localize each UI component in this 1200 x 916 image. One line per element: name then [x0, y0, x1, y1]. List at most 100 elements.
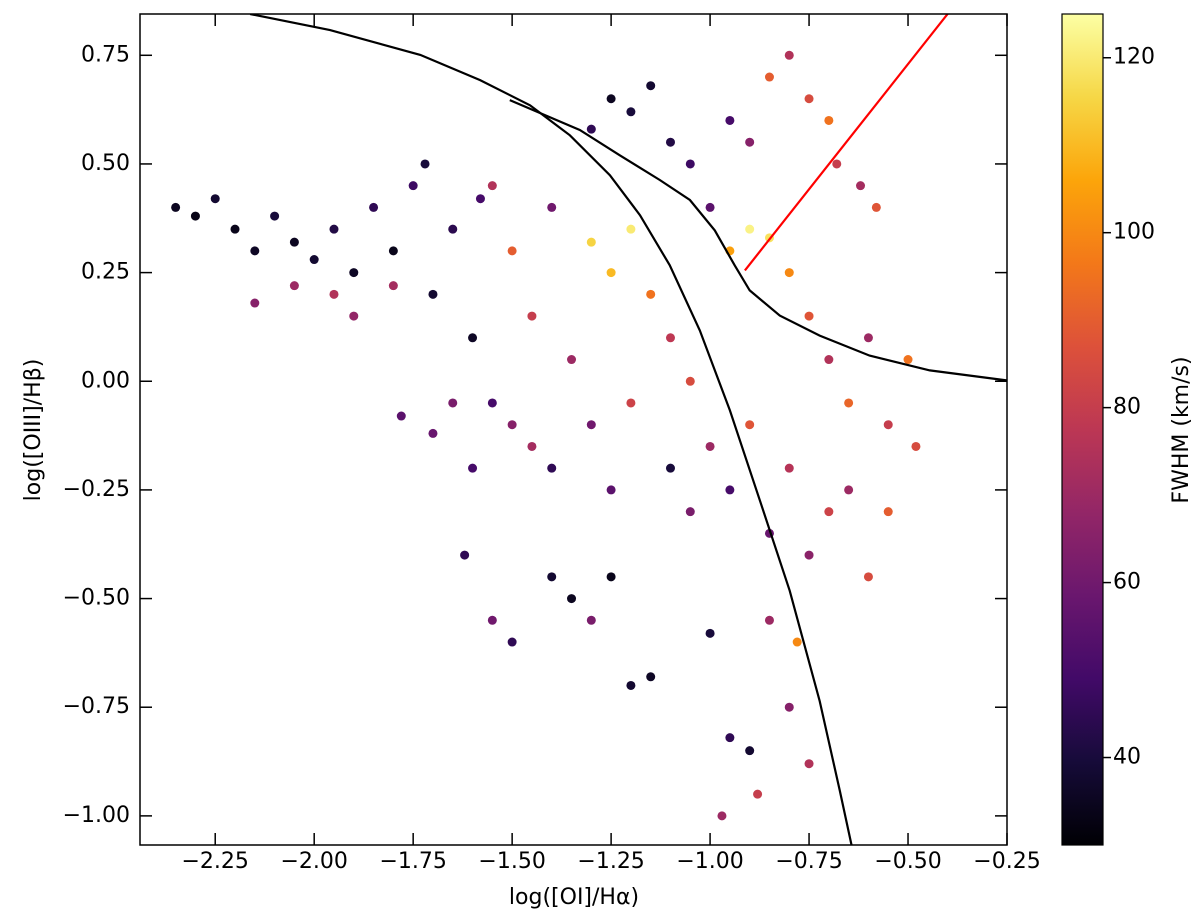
point [475, 194, 485, 204]
point [468, 463, 478, 473]
point [856, 181, 866, 191]
point [764, 615, 774, 625]
point [824, 355, 834, 365]
point [863, 572, 873, 582]
point [745, 420, 755, 430]
colorbar-tick-label: 60 [1113, 570, 1141, 595]
point [547, 202, 557, 212]
point [606, 268, 616, 278]
point [487, 398, 497, 408]
point [586, 237, 596, 247]
colorbar-tick-label: 120 [1113, 45, 1155, 70]
plot-frame [139, 13, 1008, 846]
point [586, 420, 596, 430]
point [289, 237, 299, 247]
colorbar-tick-label: 80 [1113, 395, 1141, 420]
demarcation-line [744, 14, 949, 272]
point [507, 420, 517, 430]
y-tick-label: −0.75 [63, 694, 130, 719]
point [705, 628, 715, 638]
point [428, 428, 438, 438]
y-tick-label: 0.25 [81, 260, 130, 285]
point [824, 115, 834, 125]
y-tick-label: 0.50 [81, 151, 130, 176]
point [646, 81, 656, 91]
point [792, 637, 802, 647]
point [844, 398, 854, 408]
x-tick-label: −0.50 [874, 849, 941, 874]
y-tick-label: 0.00 [81, 368, 130, 393]
point [764, 72, 774, 82]
point [911, 441, 921, 451]
point [883, 507, 893, 517]
point [460, 550, 470, 560]
point [190, 211, 200, 221]
point [705, 202, 715, 212]
point [863, 333, 873, 343]
point [665, 333, 675, 343]
point [804, 94, 814, 104]
x-tick-label: −2.25 [182, 849, 249, 874]
colorbar-tick-label: 100 [1113, 220, 1155, 245]
x-tick-label: −2.00 [280, 849, 347, 874]
point [487, 615, 497, 625]
point [210, 194, 220, 204]
point [665, 463, 675, 473]
point [626, 224, 636, 234]
point [824, 507, 834, 517]
point [753, 789, 763, 799]
point [388, 281, 398, 291]
point [725, 115, 735, 125]
point [250, 246, 260, 256]
point [784, 50, 794, 60]
point [646, 289, 656, 299]
y-tick-label: −1.00 [63, 803, 130, 828]
point [487, 181, 497, 191]
point [408, 181, 418, 191]
y-tick-label: 0.75 [81, 42, 130, 67]
point [626, 680, 636, 690]
point [349, 311, 359, 321]
point [646, 672, 656, 682]
point [606, 94, 616, 104]
point [844, 485, 854, 495]
point [784, 702, 794, 712]
point [329, 224, 339, 234]
x-tick-label: −1.75 [379, 849, 446, 874]
point [725, 485, 735, 495]
point [745, 224, 755, 234]
point [428, 289, 438, 299]
point [468, 333, 478, 343]
demarcation-line [509, 99, 1007, 382]
point [784, 463, 794, 473]
point [250, 298, 260, 308]
point [547, 572, 557, 582]
point [270, 211, 280, 221]
point [420, 159, 430, 169]
y-tick-label: −0.50 [63, 586, 130, 611]
point [567, 594, 577, 604]
point [745, 137, 755, 147]
x-tick-label: −0.25 [973, 849, 1040, 874]
colorbar-tick-label: 40 [1113, 745, 1141, 770]
point [745, 746, 755, 756]
point [586, 615, 596, 625]
point [832, 159, 842, 169]
point [369, 202, 379, 212]
point [567, 355, 577, 365]
point [685, 507, 695, 517]
point [871, 202, 881, 212]
point [527, 441, 537, 451]
point [309, 255, 319, 265]
point [527, 311, 537, 321]
point [685, 159, 695, 169]
y-axis-label: log([OIII]/Hβ) [21, 359, 46, 502]
point [396, 411, 406, 421]
point [626, 107, 636, 117]
point [606, 572, 616, 582]
point [804, 759, 814, 769]
point [507, 246, 517, 256]
point [804, 550, 814, 560]
